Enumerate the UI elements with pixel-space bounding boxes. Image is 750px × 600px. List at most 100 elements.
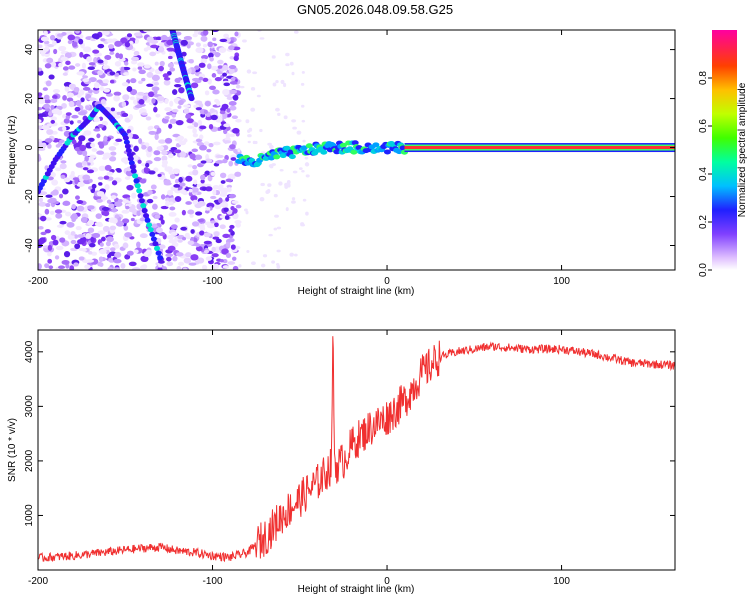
heatmap-speckle xyxy=(152,203,158,210)
heatmap-speckle xyxy=(106,199,112,204)
heatmap-speckle xyxy=(168,170,174,175)
heatmap-speckle xyxy=(156,146,165,151)
heatmap-speckle xyxy=(143,30,152,33)
spectrogram-y-tick-label: 0 xyxy=(24,144,35,150)
heatmap-trace-blob xyxy=(146,222,153,228)
heatmap-speckle xyxy=(209,108,216,114)
heatmap-speckle xyxy=(42,87,48,91)
heatmap-speckle xyxy=(232,94,239,101)
heatmap-speckle xyxy=(200,160,207,164)
heatmap-speckle xyxy=(211,246,216,253)
spectrogram-y-ticks: -40 -20 0 20 40 xyxy=(24,44,675,253)
heatmap-speckle xyxy=(108,146,117,151)
heatmap-speckle xyxy=(166,39,174,46)
heatmap-speckle xyxy=(194,79,202,84)
heatmap-speckle xyxy=(171,89,178,95)
heatmap-speckle xyxy=(202,43,208,48)
heatmap-speckle xyxy=(194,100,203,105)
heatmap-speckle xyxy=(212,89,220,95)
heatmap-speckle xyxy=(97,176,104,180)
heatmap-speckle xyxy=(214,77,222,82)
heatmap-speckle xyxy=(91,148,98,152)
heatmap-speckle xyxy=(121,101,127,108)
heatmap-speckle xyxy=(190,82,199,89)
heatmap-speckle xyxy=(195,138,203,143)
heatmap-speckle xyxy=(70,231,76,236)
heatmap-speckle xyxy=(226,184,232,189)
heatmap-speckle xyxy=(215,238,222,244)
heatmap-speckle xyxy=(223,123,231,128)
heatmap-speckle xyxy=(40,36,50,42)
heatmap-speckle xyxy=(49,210,55,215)
heatmap-speckle xyxy=(190,195,198,201)
heatmap-speckle xyxy=(204,209,210,214)
heatmap-speckle xyxy=(78,256,85,261)
heatmap-speckle xyxy=(296,130,302,135)
heatmap-speckle xyxy=(122,242,129,249)
heatmap-speckle xyxy=(131,267,141,270)
heatmap-speckle xyxy=(137,91,145,96)
heatmap-speckle xyxy=(116,169,122,173)
heatmap-speckle xyxy=(47,111,53,117)
heatmap-speckle xyxy=(185,113,192,119)
heatmap-speckle xyxy=(85,259,95,263)
heatmap-trace-blob xyxy=(126,151,133,158)
heatmap-speckle xyxy=(186,43,191,49)
heatmap-trace-blob xyxy=(152,241,159,247)
heatmap-speckle xyxy=(301,70,305,74)
heatmap-speckle xyxy=(175,252,184,257)
heatmap-trace-blob xyxy=(351,140,359,146)
snr-panel: -200 -100 0 100 1000 2000 3000 4000 Height of … xyxy=(7,329,676,595)
heatmap-speckle xyxy=(38,141,44,148)
heatmap-speckle xyxy=(304,156,309,160)
heatmap-speckle xyxy=(85,105,90,111)
heatmap-speckle xyxy=(205,116,213,121)
heatmap-speckle xyxy=(79,144,87,152)
heatmap-speckle xyxy=(228,67,235,74)
heatmap-speckle xyxy=(114,214,120,219)
heatmap-speckle xyxy=(272,82,277,87)
heatmap-speckle xyxy=(70,170,75,176)
heatmap-speckle xyxy=(133,32,143,37)
heatmap-speckle xyxy=(177,261,185,266)
heatmap-speckle xyxy=(82,248,87,252)
heatmap-speckle xyxy=(38,113,47,118)
heatmap-speckle xyxy=(45,203,51,208)
heatmap-trace-blob xyxy=(188,95,195,102)
heatmap-speckle xyxy=(45,194,53,198)
heatmap-speckle xyxy=(259,128,263,133)
heatmap-speckle xyxy=(141,112,148,116)
heatmap-speckle xyxy=(228,65,237,70)
heatmap-speckle xyxy=(245,119,250,124)
heatmap-speckle xyxy=(38,107,43,111)
heatmap-speckle xyxy=(83,46,92,53)
heatmap-speckle xyxy=(213,231,220,237)
heatmap-speckle xyxy=(99,242,104,247)
heatmap-speckle xyxy=(262,254,268,258)
heatmap-speckle xyxy=(228,45,235,51)
heatmap-speckle xyxy=(222,88,230,96)
heatmap-speckle xyxy=(113,258,122,264)
heatmap-speckle xyxy=(51,179,59,186)
heatmap-trace-blob xyxy=(372,142,380,148)
heatmap-speckle xyxy=(147,91,155,98)
heatmap-speckle xyxy=(215,160,224,164)
heatmap-speckle xyxy=(124,254,131,260)
heatmap-speckle xyxy=(151,223,158,228)
heatmap-speckle xyxy=(124,61,129,66)
heatmap-speckle xyxy=(209,56,214,62)
heatmap-speckle xyxy=(250,261,256,266)
heatmap-speckle xyxy=(197,257,205,264)
heatmap-speckle xyxy=(153,88,158,95)
heatmap-speckle xyxy=(81,160,88,166)
heatmap-speckle xyxy=(285,52,290,57)
heatmap-speckle xyxy=(68,65,76,70)
heatmap-speckle xyxy=(166,256,172,262)
heatmap-speckle xyxy=(105,241,111,247)
heatmap-trace-blob xyxy=(133,178,140,184)
heatmap-speckle xyxy=(156,127,162,134)
heatmap-speckle xyxy=(157,173,162,178)
heatmap-speckle xyxy=(78,38,84,45)
heatmap-speckle xyxy=(82,150,88,157)
spectrogram-x-tick-label: -100 xyxy=(203,276,223,287)
